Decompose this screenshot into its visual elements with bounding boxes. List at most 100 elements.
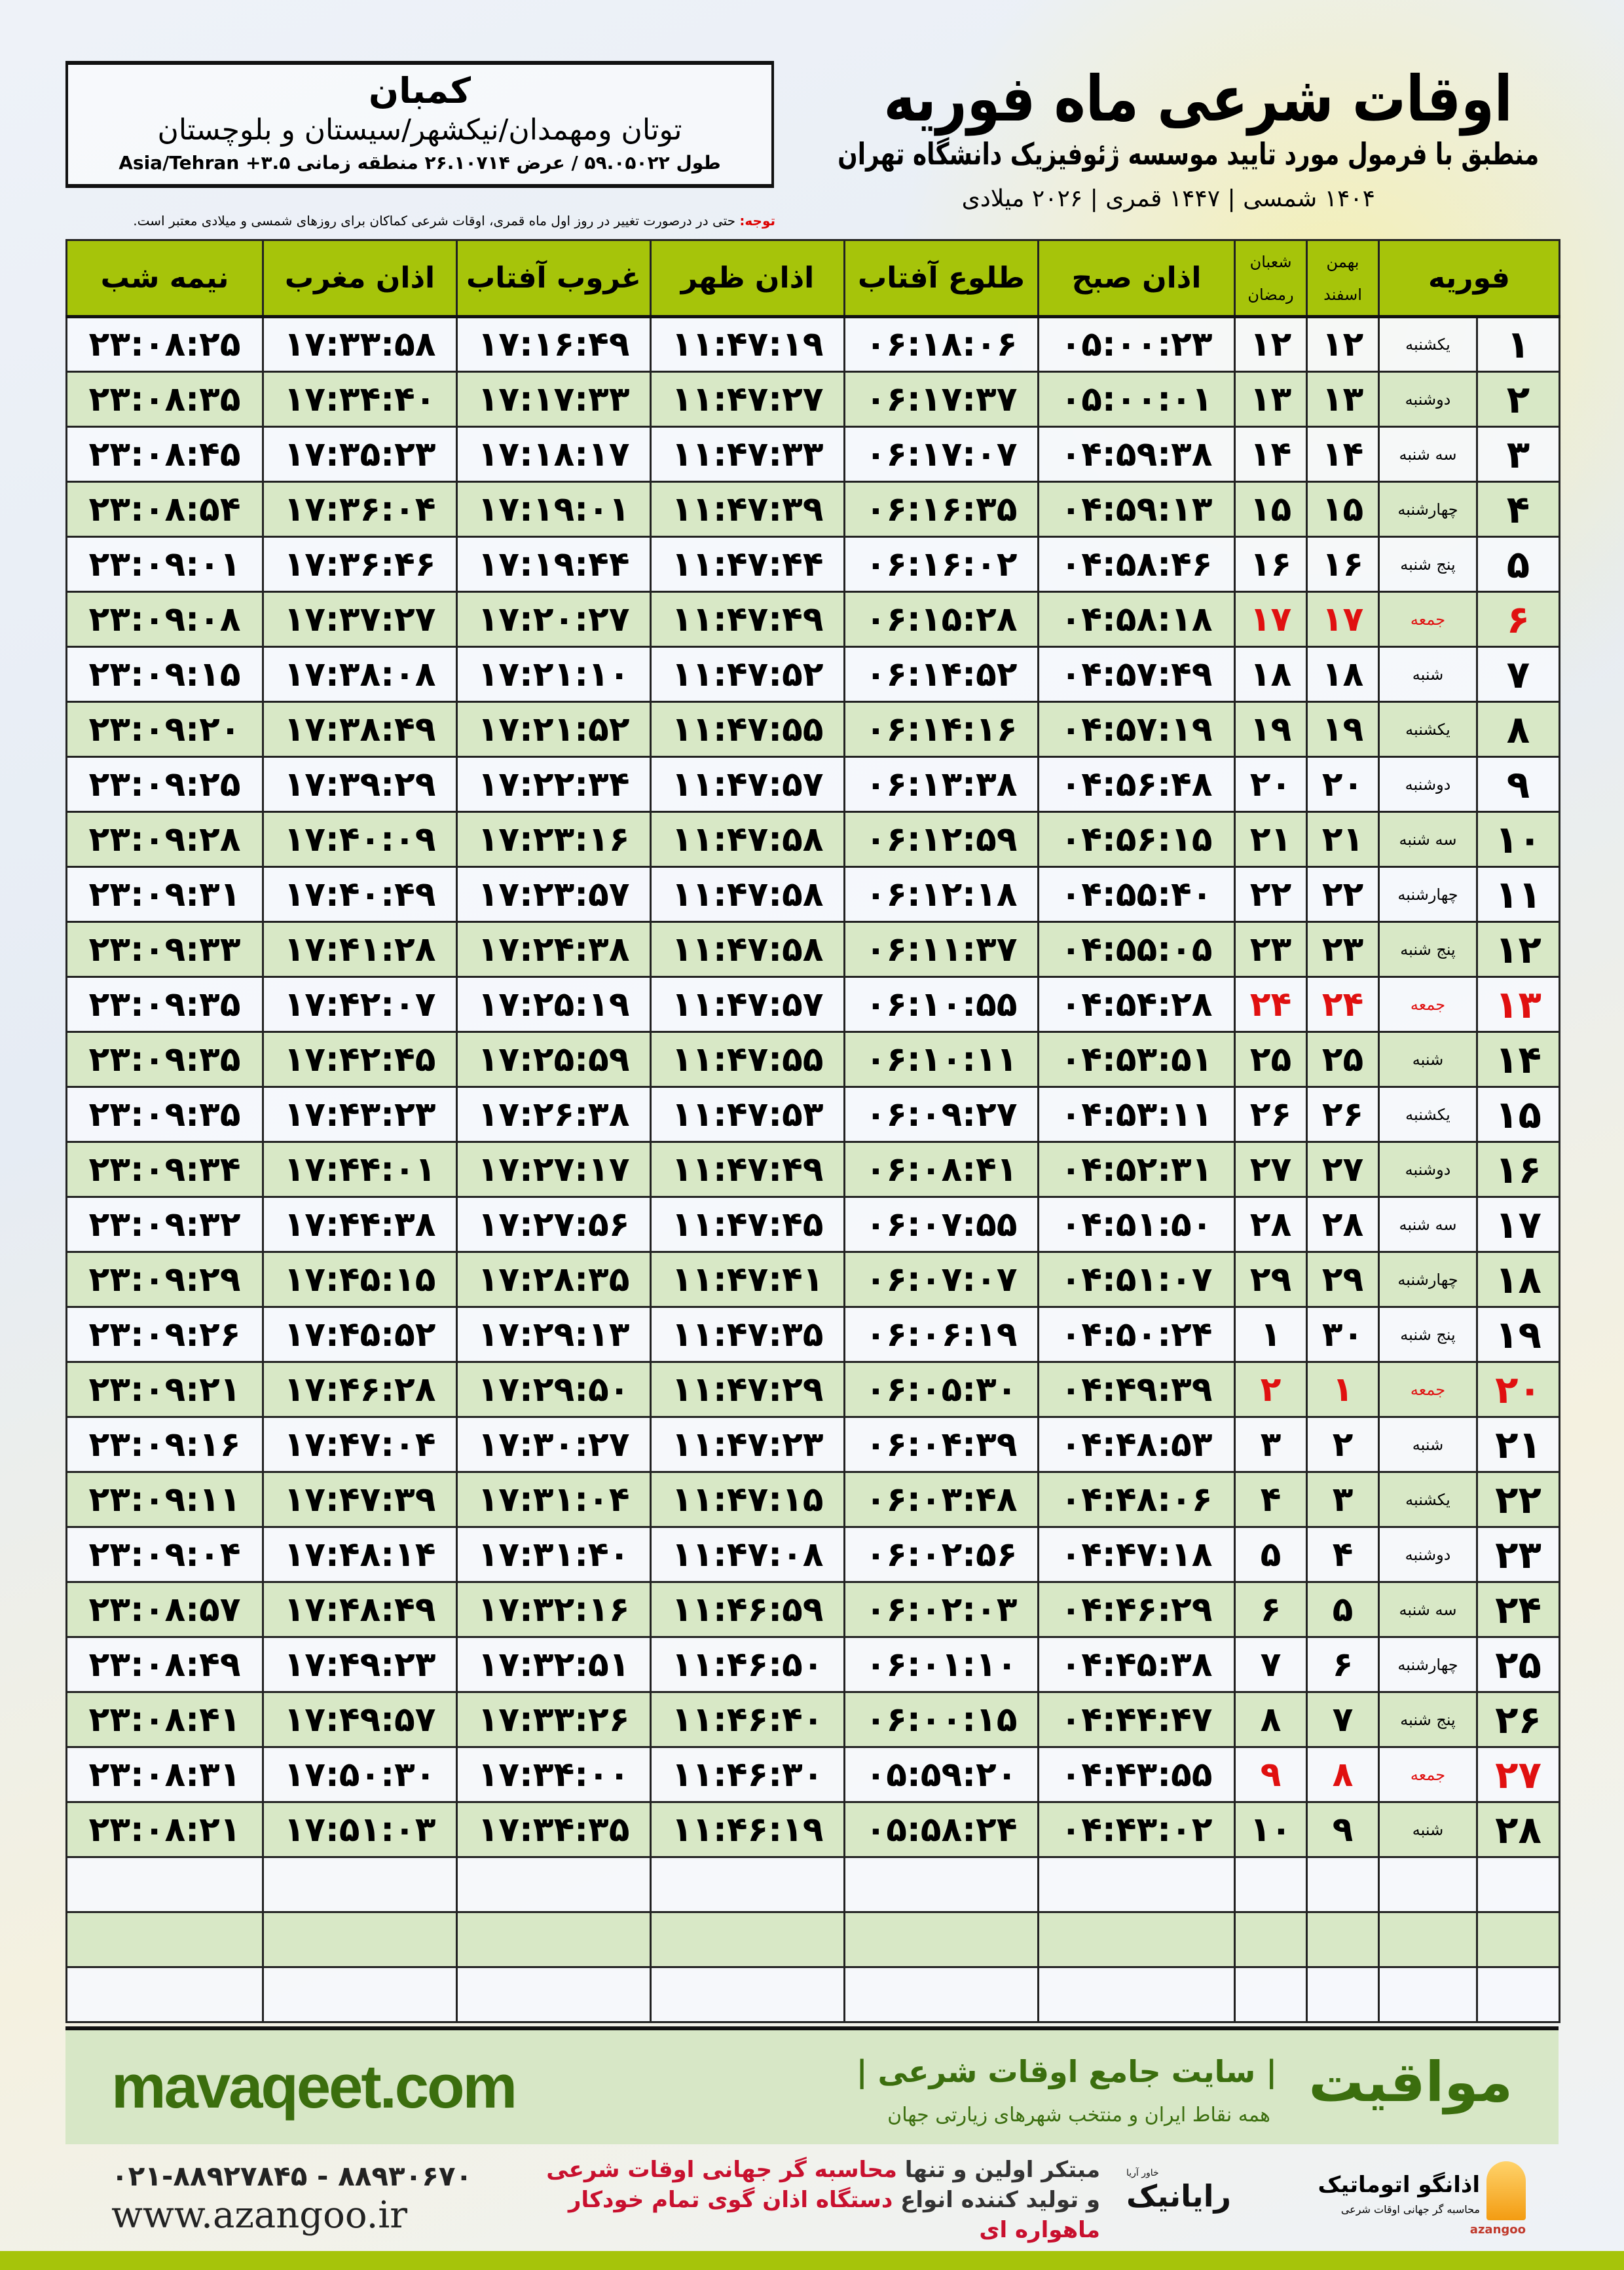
cell-sobh: ۰۴:۵۸:۱۸ [1037, 591, 1236, 648]
cell-sobh: ۰۴:۵۷:۱۹ [1037, 701, 1236, 758]
bottom-stripe [0, 2251, 1624, 2270]
cell-tolu: ۰۶:۰۱:۱۰ [843, 1636, 1039, 1693]
cell-ghorub: ۱۷:۲۱:۱۰ [456, 646, 652, 703]
cell-qamari-day: ۲۳ [1234, 921, 1308, 978]
cell-tolu: ۰۶:۰۶:۱۹ [843, 1306, 1039, 1363]
cell-zohr: ۱۱:۴۷:۴۴ [650, 536, 845, 593]
cell-shamsi-day: ۱۷ [1306, 591, 1380, 648]
cell-nime: ۲۳:۰۹:۲۸ [65, 811, 264, 868]
cell-qamari-day: ۸ [1234, 1691, 1308, 1748]
cell-zohr: ۱۱:۴۶:۵۹ [650, 1581, 845, 1638]
empty-cell [1378, 1966, 1478, 2023]
cell-maghreb: ۱۷:۴۷:۳۹ [262, 1471, 458, 1528]
empty-cell [843, 1966, 1039, 2023]
table-row: ۲۶ پنج شنبه ۷ ۸ ۰۴:۴۴:۴۷ ۰۶:۰۰:۱۵ ۱۱:۴۶:۴۰ ۱۷:۳… [65, 1691, 1560, 1748]
cell-ghorub: ۱۷:۲۹:۵۰ [456, 1361, 652, 1418]
cell-ghorub: ۱۷:۳۳:۲۶ [456, 1691, 652, 1748]
cell-day: ۶ [1476, 591, 1560, 648]
cell-zohr: ۱۱:۴۷:۵۷ [650, 756, 845, 813]
cell-zohr: ۱۱:۴۷:۲۳ [650, 1416, 845, 1473]
cell-day: ۴ [1476, 481, 1560, 538]
table-row: ۲۸ شنبه ۹ ۱۰ ۰۴:۴۳:۰۲ ۰۵:۵۸:۲۴ ۱۱:۴۶:۱۹ ۱۷:۳۴:۳… [65, 1801, 1560, 1858]
cell-nime: ۲۳:۰۹:۳۵ [65, 1031, 264, 1088]
empty-cell [1306, 1966, 1380, 2023]
table-row: ۶ جمعه ۱۷ ۱۷ ۰۴:۵۸:۱۸ ۰۶:۱۵:۲۸ ۱۱:۴۷:۴۹ ۱۷:۲۰:۲… [65, 591, 1560, 648]
cell-maghreb: ۱۷:۴۵:۵۲ [262, 1306, 458, 1363]
cell-nime: ۲۳:۰۹:۳۵ [65, 1086, 264, 1143]
table-row: ۳ سه شنبه ۱۴ ۱۴ ۰۴:۵۹:۳۸ ۰۶:۱۷:۰۷ ۱۱:۴۷:۳۳ ۱۷:۱… [65, 426, 1560, 483]
cell-shamsi-day: ۲۶ [1306, 1086, 1380, 1143]
empty-cell [843, 1911, 1039, 1968]
cell-maghreb: ۱۷:۳۶:۰۴ [262, 481, 458, 538]
cell-weekday: دوشنبه [1378, 1141, 1478, 1198]
cell-tolu: ۰۶:۰۷:۵۵ [843, 1196, 1039, 1253]
cell-zohr: ۱۱:۴۷:۵۲ [650, 646, 845, 703]
promo-line2-highlight: دستگاه اذان گوی تمام خودکار ماهواره ای [568, 2187, 1100, 2243]
notice-text: حتی در درصورت تغییر در روز اول ماه قمری،… [133, 213, 740, 229]
cell-maghreb: ۱۷:۴۲:۴۵ [262, 1031, 458, 1088]
cell-qamari-day: ۳ [1234, 1416, 1308, 1473]
cell-sobh: ۰۴:۵۵:۴۰ [1037, 866, 1236, 923]
empty-cell [1476, 1966, 1560, 2023]
cell-qamari-day: ۲۰ [1234, 756, 1308, 813]
empty-cell [65, 1856, 264, 1913]
cell-sobh: ۰۴:۴۸:۰۶ [1037, 1471, 1236, 1528]
cell-day: ۱ [1476, 316, 1560, 373]
location-box: کمبان توتان ومهمدان/نیکشهر/سیستان و بلوچ… [65, 61, 774, 188]
header-tolu: طلوع آفتاب [843, 239, 1039, 318]
page-subtitle: منطبق با فرمول مورد تایید موسسه ژئوفیزیک… [837, 136, 1539, 172]
table-row: ۱۲ پنج شنبه ۲۳ ۲۳ ۰۴:۵۵:۰۵ ۰۶:۱۱:۳۷ ۱۱:۴۷:۵۸ ۱۷… [65, 921, 1560, 978]
header-nime: نیمه شب [65, 239, 264, 318]
empty-cell [1037, 1911, 1236, 1968]
cell-ghorub: ۱۷:۲۵:۵۹ [456, 1031, 652, 1088]
cell-zohr: ۱۱:۴۷:۱۵ [650, 1471, 845, 1528]
prayer-times-table: فوریه بهمن اسفند شعبان رمضان اذان صبح طلوع… [65, 239, 1560, 2023]
cell-tolu: ۰۶:۱۸:۰۶ [843, 316, 1039, 373]
table-row: ۵ پنج شنبه ۱۶ ۱۶ ۰۴:۵۸:۴۶ ۰۶:۱۶:۰۲ ۱۱:۴۷:۴۴ ۱۷:… [65, 536, 1560, 593]
cell-sobh: ۰۴:۵۳:۵۱ [1037, 1031, 1236, 1088]
cell-nime: ۲۳:۰۹:۳۴ [65, 1141, 264, 1198]
cell-qamari-day: ۲۴ [1234, 976, 1308, 1033]
cell-ghorub: ۱۷:۳۰:۲۷ [456, 1416, 652, 1473]
table-row: ۲۷ جمعه ۸ ۹ ۰۴:۴۳:۵۵ ۰۵:۵۹:۲۰ ۱۱:۴۶:۳۰ ۱۷:۳۴:۰۰… [65, 1746, 1560, 1803]
cell-zohr: ۱۱:۴۶:۴۰ [650, 1691, 845, 1748]
cell-weekday: یکشنبه [1378, 1471, 1478, 1528]
cell-qamari-day: ۱۸ [1234, 646, 1308, 703]
cell-maghreb: ۱۷:۴۸:۱۴ [262, 1526, 458, 1583]
cell-maghreb: ۱۷:۵۱:۰۳ [262, 1801, 458, 1858]
azangoo-en: azangoo [1469, 2223, 1526, 2237]
empty-cell [843, 1856, 1039, 1913]
cell-shamsi-day: ۲۴ [1306, 976, 1380, 1033]
cell-weekday: پنج شنبه [1378, 1691, 1478, 1748]
azangoo-url[interactable]: www.azangoo.ir [111, 2194, 408, 2237]
cell-shamsi-day: ۱۳ [1306, 371, 1380, 428]
cell-shamsi-day: ۱۶ [1306, 536, 1380, 593]
cell-shamsi-day: ۳۰ [1306, 1306, 1380, 1363]
cell-zohr: ۱۱:۴۷:۵۵ [650, 1031, 845, 1088]
cell-shamsi-day: ۱ [1306, 1361, 1380, 1418]
cell-zohr: ۱۱:۴۷:۲۹ [650, 1361, 845, 1418]
cell-sobh: ۰۴:۵۵:۰۵ [1037, 921, 1236, 978]
cell-qamari-day: ۱ [1234, 1306, 1308, 1363]
cell-tolu: ۰۶:۰۰:۱۵ [843, 1691, 1039, 1748]
cell-ghorub: ۱۷:۲۹:۱۳ [456, 1306, 652, 1363]
cell-zohr: ۱۱:۴۷:۱۹ [650, 316, 845, 373]
cell-sobh: ۰۴:۴۴:۴۷ [1037, 1691, 1236, 1748]
cell-ghorub: ۱۷:۲۸:۳۵ [456, 1251, 652, 1308]
cell-nime: ۲۳:۰۹:۰۸ [65, 591, 264, 648]
cell-ghorub: ۱۷:۳۱:۰۴ [456, 1471, 652, 1528]
footer: ۰۲۱-۸۸۹۲۷۸۴۵ - ۸۸۹۳۰۶۷۰ www.azangoo.ir م… [65, 2155, 1559, 2246]
cell-maghreb: ۱۷:۴۵:۱۵ [262, 1251, 458, 1308]
empty-cell [262, 1856, 458, 1913]
empty-cell [65, 1911, 264, 1968]
empty-cell [1037, 1966, 1236, 2023]
cell-zohr: ۱۱:۴۷:۴۹ [650, 1141, 845, 1198]
mosque-dome-icon [1486, 2161, 1526, 2220]
cell-sobh: ۰۵:۰۰:۲۳ [1037, 316, 1236, 373]
cell-weekday: یکشنبه [1378, 701, 1478, 758]
table-row: ۱۳ جمعه ۲۴ ۲۴ ۰۴:۵۴:۲۸ ۰۶:۱۰:۵۵ ۱۱:۴۷:۵۷ ۱۷:۲۵:… [65, 976, 1560, 1033]
mavaqeet-url[interactable]: mavaqeet.com [111, 2052, 517, 2121]
cell-day: ۲۲ [1476, 1471, 1560, 1528]
cell-tolu: ۰۶:۱۷:۳۷ [843, 371, 1039, 428]
cell-weekday: شنبه [1378, 1801, 1478, 1858]
